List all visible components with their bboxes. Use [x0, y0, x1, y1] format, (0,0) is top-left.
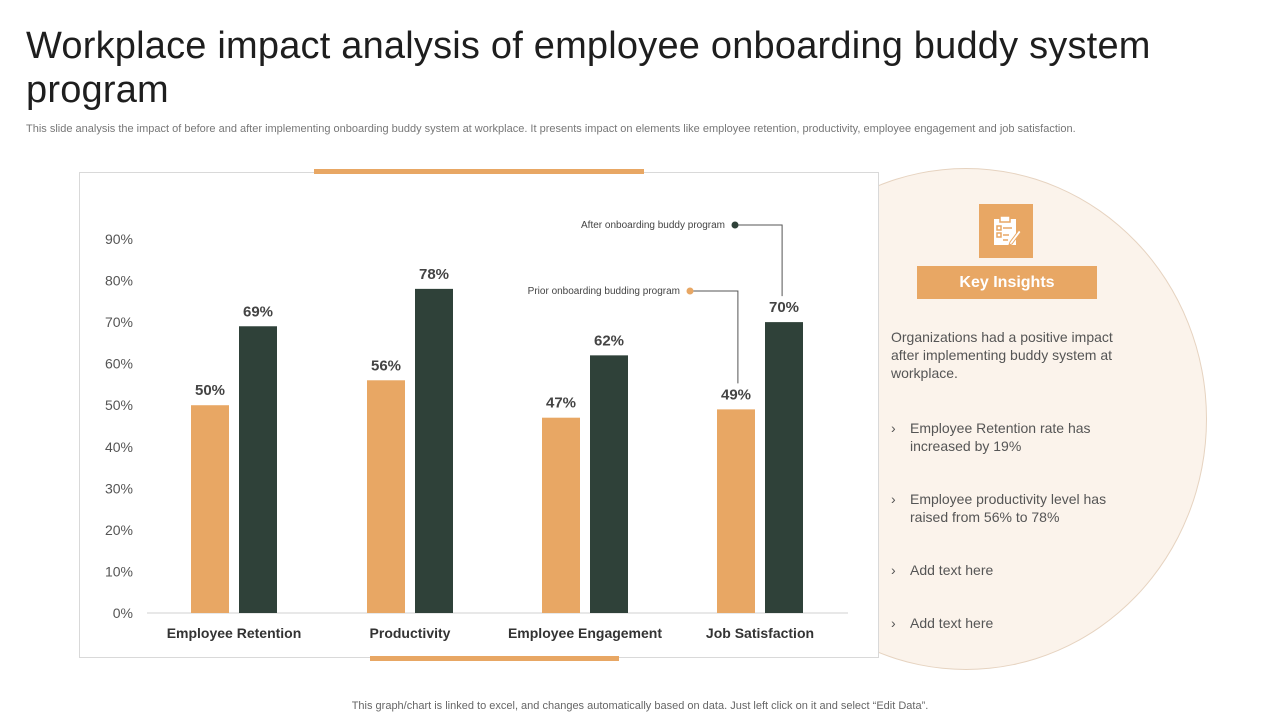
y-tick-label: 50%	[105, 397, 133, 413]
legend-marker-prior	[686, 287, 694, 295]
chevron-right-icon: ›	[891, 562, 896, 578]
bar-prior	[542, 417, 580, 613]
chart-footnote: This graph/chart is linked to excel, and…	[351, 700, 929, 712]
category-label: Employee Retention	[167, 625, 302, 641]
clipboard-checklist-icon	[994, 215, 1021, 246]
y-tick-label: 90%	[105, 231, 133, 247]
y-tick-label: 0%	[113, 605, 133, 621]
y-tick-label: 20%	[105, 522, 133, 538]
data-label: 50%	[195, 382, 225, 399]
data-label: 47%	[546, 395, 576, 412]
legend-marker-after	[731, 221, 739, 229]
data-label: 69%	[243, 303, 273, 320]
legend-label-prior: Prior onboarding budding program	[528, 286, 680, 297]
bar-prior	[191, 405, 229, 613]
bar-after	[415, 288, 453, 613]
bar-chart[interactable]: 0% 10% 20% 30% 40% 50% 60% 70% 80% 90% 50% 56% 47% 49…	[80, 173, 880, 659]
page-title: Workplace impact analysis of employee on…	[26, 25, 1151, 111]
chart-panel[interactable]: 0% 10% 20% 30% 40% 50% 60% 70% 80% 90% 50% 56% 47% 49…	[79, 172, 879, 658]
accent-bar-top	[314, 169, 644, 174]
insights-intro-text: Organizations had a positive impact afte…	[891, 329, 1113, 381]
bar-prior	[367, 380, 405, 613]
chevron-right-icon: ›	[891, 420, 896, 436]
data-label: 78%	[419, 266, 449, 283]
y-tick-label: 60%	[105, 356, 133, 372]
bar-after	[590, 355, 628, 613]
chevron-right-icon: ›	[891, 491, 896, 507]
bar-after	[765, 322, 803, 613]
y-tick-label: 10%	[105, 563, 133, 579]
insight-bullet-text: Add text here	[910, 615, 994, 631]
accent-bar-bottom	[370, 656, 619, 661]
y-tick-label: 70%	[105, 314, 133, 330]
insight-bullet-text: Employee Retention rate has increased by…	[910, 420, 1091, 454]
data-label: 62%	[594, 332, 624, 349]
chevron-right-icon: ›	[891, 615, 896, 631]
category-label: Job Satisfaction	[706, 625, 814, 641]
data-label: 70%	[769, 299, 799, 316]
bar-after	[239, 326, 277, 613]
y-tick-label: 40%	[105, 439, 133, 455]
category-label: Employee Engagement	[508, 625, 662, 641]
callout-line-after	[735, 224, 783, 297]
insight-bullet-text: Add text here	[910, 562, 994, 578]
y-tick-label: 80%	[105, 273, 133, 289]
insights-icon-box	[979, 204, 1033, 258]
callout-line-prior	[690, 290, 739, 384]
bar-prior	[717, 409, 755, 613]
legend-label-after: After onboarding buddy program	[581, 220, 725, 231]
y-tick-label: 30%	[105, 480, 133, 496]
insight-bullet-text: Employee productivity level has raised f…	[910, 491, 1107, 525]
data-label: 49%	[721, 386, 751, 403]
data-label: 56%	[371, 357, 401, 374]
key-insights-label: Key Insights	[917, 266, 1097, 299]
category-label: Productivity	[370, 625, 451, 641]
page-subtitle: This slide analysis the impact of before…	[26, 123, 1076, 135]
